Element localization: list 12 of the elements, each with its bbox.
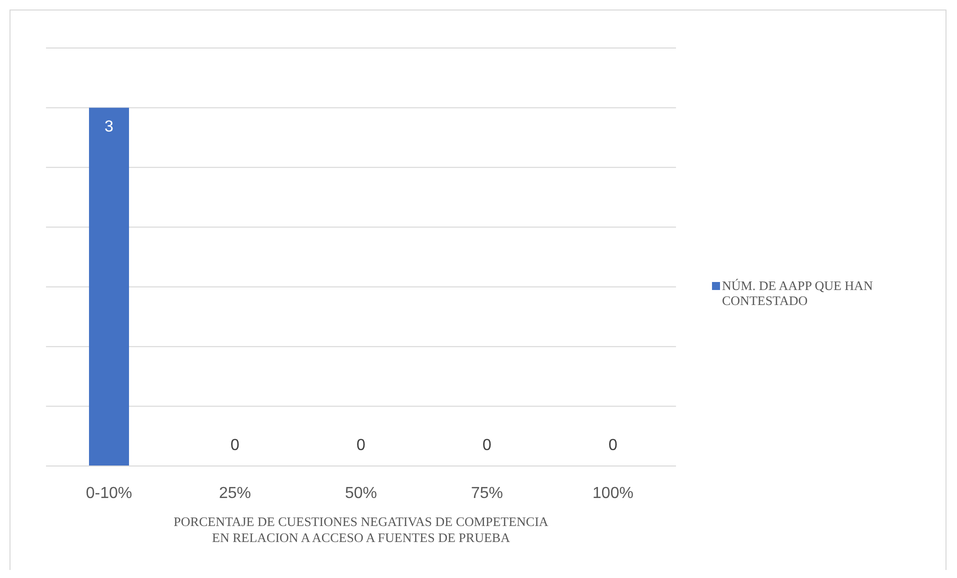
legend-label: NÚM. DE AAPP QUE HAN CONTESTADO [722, 278, 874, 308]
data-label: 3 [104, 118, 114, 136]
x-axis-title: PORCENTAJE DE CUESTIONES NEGATIVAS DE COMPETENCIA EN RELACION A ACCESO A FUENTES DE PRUEBA [174, 514, 549, 545]
x-tick-label: 0-10% [86, 485, 132, 502]
data-label: 0 [482, 437, 492, 454]
x-tick-label: 75% [470, 485, 504, 502]
data-label: 0 [230, 437, 240, 454]
x-tick-label: 100% [592, 485, 634, 502]
x-tick-label: 50% [344, 485, 378, 502]
data-label: 0 [608, 437, 618, 454]
x-tick-label: 25% [218, 485, 252, 502]
data-label: 0 [356, 437, 366, 454]
